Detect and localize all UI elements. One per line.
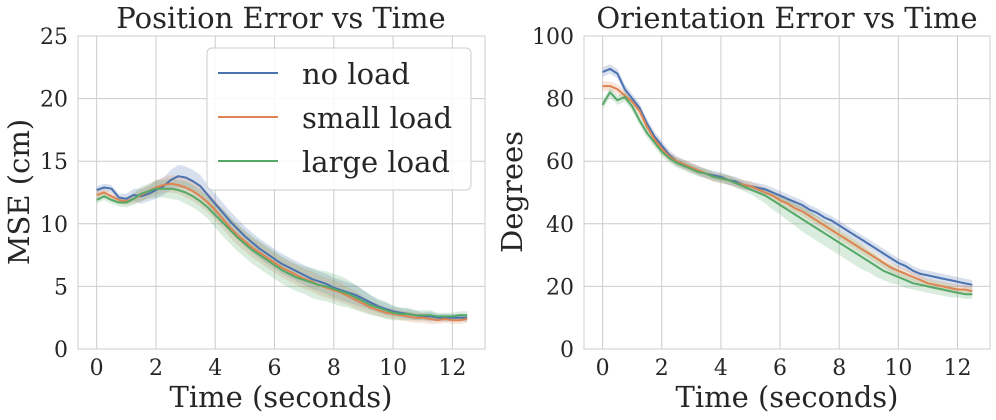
y-tick-label: 0 — [560, 338, 574, 363]
x-tick-label: 2 — [655, 356, 669, 381]
x-tick-label: 2 — [149, 356, 163, 381]
x-tick-label: 8 — [327, 356, 341, 381]
x-axis-label: Time (seconds) — [676, 380, 899, 414]
y-tick-label: 20 — [546, 275, 574, 300]
x-tick-labels: 0 2 4 6 8 10 12 — [596, 356, 972, 381]
y-tick-label: 0 — [54, 338, 68, 363]
x-tick-label: 4 — [208, 356, 222, 381]
y-tick-label: 5 — [54, 275, 68, 300]
y-tick-labels: 0 5 10 15 20 25 — [40, 25, 68, 363]
y-axis-label: Degrees — [495, 131, 529, 253]
y-tick-label: 80 — [546, 88, 574, 113]
y-tick-label: 15 — [40, 150, 68, 175]
orientation-error-chart: Orientation Error vs Time 0 2 4 6 8 10 12 0 20 4… — [495, 1, 991, 414]
y-tick-label: 20 — [40, 88, 68, 113]
x-tick-label: 6 — [268, 356, 282, 381]
chart-title: Position Error vs Time — [116, 1, 445, 35]
confidence-band-large-load — [96, 178, 468, 321]
x-tick-label: 12 — [943, 356, 971, 381]
y-tick-label: 25 — [40, 25, 68, 50]
y-tick-labels: 0 20 40 60 80 100 — [532, 25, 574, 363]
bands — [96, 165, 468, 324]
x-tick-label: 0 — [596, 356, 610, 381]
series-line-large-load — [601, 91, 973, 296]
grid — [584, 35, 990, 350]
series-line-small-load — [602, 85, 973, 293]
series-line-no-load — [602, 67, 973, 286]
y-axis-label: MSE (cm) — [2, 119, 36, 265]
x-axis-label: Time (seconds) — [170, 380, 393, 414]
legend-label-small-load: small load — [302, 101, 452, 135]
y-tick-label: 100 — [532, 25, 574, 50]
x-tick-label: 8 — [832, 356, 846, 381]
x-tick-label: 6 — [773, 356, 787, 381]
lines — [96, 175, 468, 322]
x-tick-label: 10 — [884, 356, 912, 381]
x-tick-labels: 0 2 4 6 8 10 12 — [90, 356, 467, 381]
y-tick-label: 60 — [546, 150, 574, 175]
legend-label-no-load: no load — [302, 57, 410, 91]
x-tick-label: 10 — [379, 356, 407, 381]
chart-title: Orientation Error vs Time — [596, 1, 977, 35]
x-tick-label: 4 — [714, 356, 728, 381]
y-tick-label: 40 — [546, 213, 574, 238]
series-line-small-load — [96, 182, 468, 322]
series-line-large-load — [96, 187, 468, 318]
y-tick-label: 10 — [40, 213, 68, 238]
legend-box — [206, 47, 472, 191]
lines — [601, 67, 973, 296]
legend-label-large-load: large load — [302, 145, 450, 179]
plot-area — [583, 35, 991, 350]
legend: no load small load large load — [206, 47, 472, 191]
position-error-chart: Position Error vs Time 0 2 4 6 8 10 12 0 5 10 15 2… — [2, 1, 486, 414]
x-tick-label: 12 — [438, 356, 466, 381]
x-tick-label: 0 — [90, 356, 104, 381]
